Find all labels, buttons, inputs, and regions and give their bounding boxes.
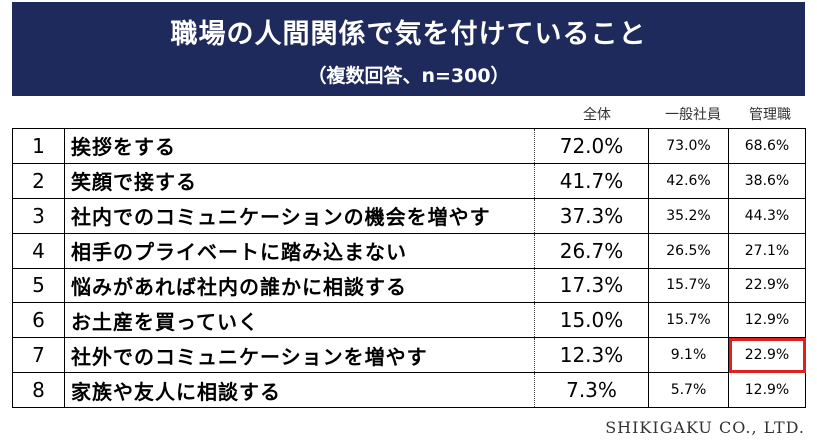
manager-value: 12.9% [728,372,806,408]
column-header-manager: 管理職 [749,107,791,123]
company-credit: SHIKIGAKU CO., LTD. [605,418,805,437]
rank-cell: 2 [12,162,65,199]
column-header-employee: 一般社員 [665,107,721,123]
item-cell: 挨拶をする [64,128,535,164]
item-cell: 笑顔で接する [64,162,535,199]
rank-cell: 6 [12,302,65,339]
total-value: 26.7% [534,232,649,269]
manager-value: 12.9% [728,302,806,339]
table-row: 3 社内でのコミュニケーションの機会を増やす 37.3% 35.2% 44.3% [12,197,806,234]
item-cell: 社内でのコミュニケーションの機会を増やす [64,197,535,234]
item-cell: 社外でのコミュニケーションを増やす [64,337,535,374]
manager-value: 68.6% [728,128,806,164]
manager-value: 38.6% [728,162,806,199]
rank-cell: 1 [12,128,65,164]
manager-value: 22.9% [728,267,806,304]
employee-value: 15.7% [648,267,729,304]
table-row: 6 お土産を買っていく 15.0% 15.7% 12.9% [12,302,806,339]
item-cell: 相手のプライベートに踏み込まない [64,232,535,269]
total-value: 7.3% [534,372,649,408]
table-row: 7 社外でのコミュニケーションを増やす 12.3% 9.1% 22.9% [12,337,806,374]
manager-value-highlighted: 22.9% [728,337,806,374]
total-value: 15.0% [534,302,649,339]
title-banner: 職場の人間関係で気を付けていること （複数回答、n=300） [12,2,805,96]
table-row: 8 家族や友人に相談する 7.3% 5.7% 12.9% [12,372,806,408]
employee-value: 9.1% [648,337,729,374]
employee-value: 15.7% [648,302,729,339]
rank-cell: 7 [12,337,65,374]
manager-value: 27.1% [728,232,806,269]
total-value: 37.3% [534,197,649,234]
manager-value: 44.3% [728,197,806,234]
column-header-total: 全体 [583,107,611,123]
total-value: 12.3% [534,337,649,374]
total-value: 72.0% [534,128,649,164]
employee-value: 5.7% [648,372,729,408]
item-cell: 家族や友人に相談する [64,372,535,408]
table-row: 1 挨拶をする 72.0% 73.0% 68.6% [12,128,806,164]
rank-cell: 5 [12,267,65,304]
total-value: 17.3% [534,267,649,304]
table-row: 4 相手のプライベートに踏み込まない 26.7% 26.5% 27.1% [12,232,806,269]
table-row: 2 笑顔で接する 41.7% 42.6% 38.6% [12,162,806,199]
item-cell: お土産を買っていく [64,302,535,339]
rank-cell: 4 [12,232,65,269]
table-row: 5 悩みがあれば社内の誰かに相談する 17.3% 15.7% 22.9% [12,267,806,304]
employee-value: 73.0% [648,128,729,164]
rank-cell: 3 [12,197,65,234]
total-value: 41.7% [534,162,649,199]
chart-title: 職場の人間関係で気を付けていること [170,19,647,50]
employee-value: 42.6% [648,162,729,199]
ranking-table: 1 挨拶をする 72.0% 73.0% 68.6% 2 笑顔で接する 41.7% 42.6% 38… [12,128,806,408]
employee-value: 26.5% [648,232,729,269]
employee-value: 35.2% [648,197,729,234]
chart-subtitle: （複数回答、n=300） [307,65,510,87]
rank-cell: 8 [12,372,65,408]
item-cell: 悩みがあれば社内の誰かに相談する [64,267,535,304]
